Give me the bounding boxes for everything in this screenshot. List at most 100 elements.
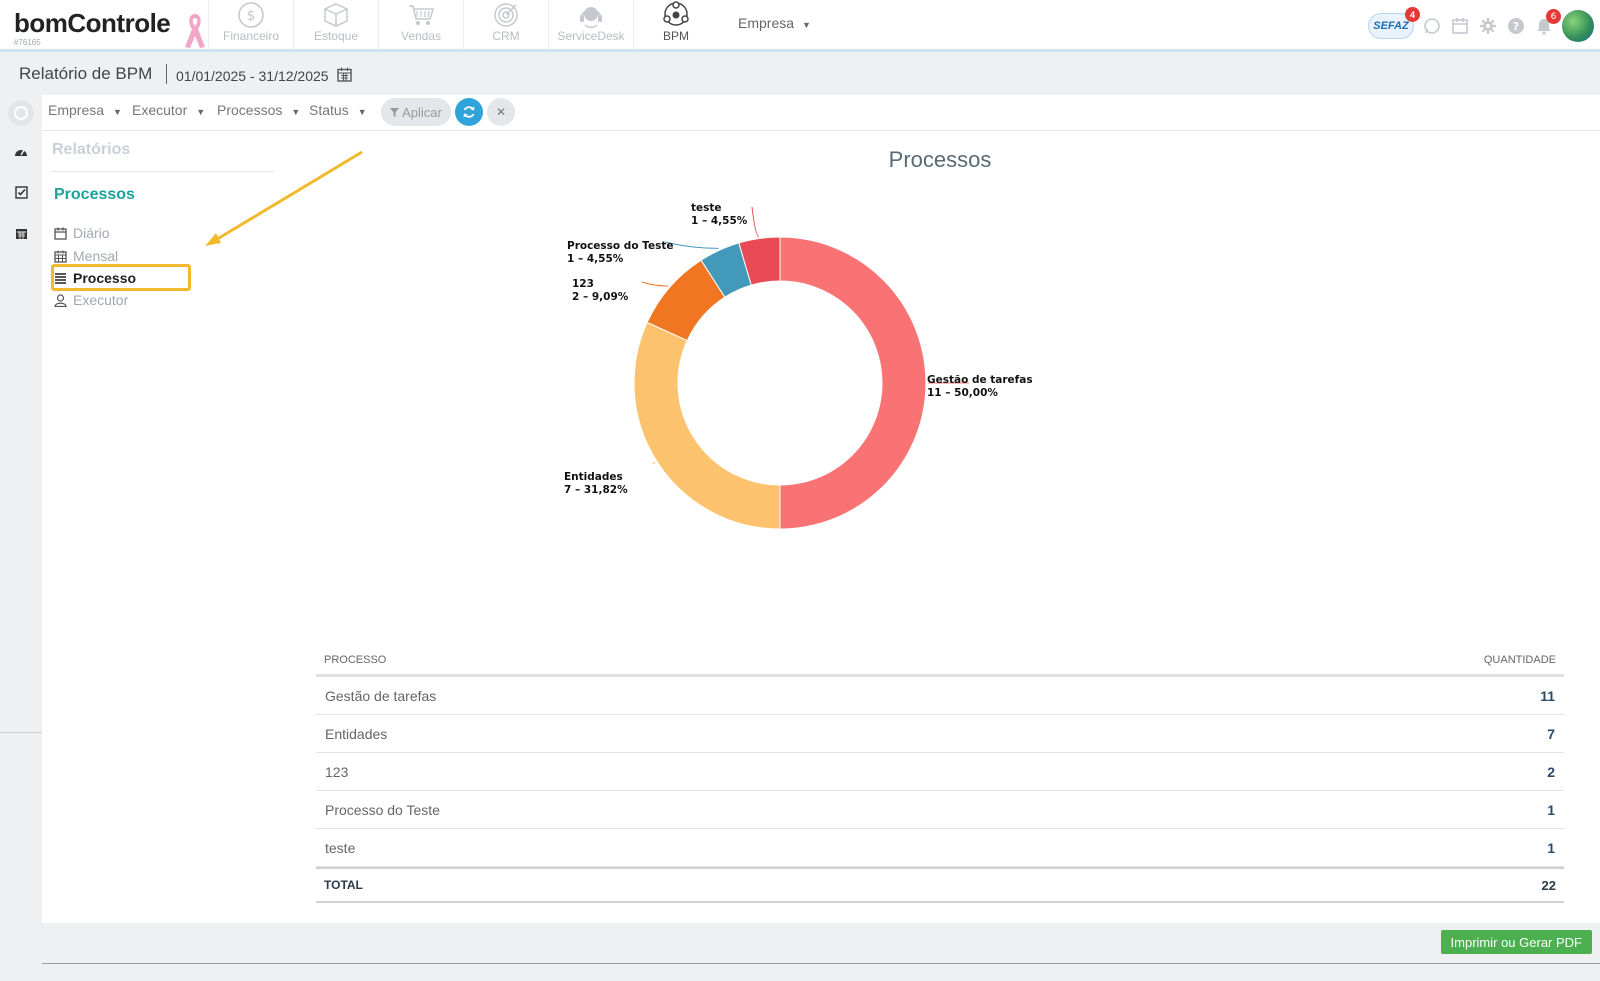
dashboard-icon[interactable] — [11, 142, 31, 162]
table-cell-qty: 7 — [1547, 725, 1555, 742]
avatar[interactable] — [1562, 10, 1594, 42]
total-label: TOTAL — [324, 878, 363, 892]
sefaz-badge: 4 — [1405, 7, 1420, 22]
module-estoque[interactable]: Estoque — [293, 0, 378, 49]
sidenav-item-executor[interactable]: Executor — [53, 290, 128, 310]
filter-label: Empresa — [48, 102, 105, 118]
slice-label: Entidades — [564, 471, 623, 483]
sidenav-header: Relatórios — [52, 141, 131, 158]
sefaz-label: SEFAZ — [1373, 20, 1409, 32]
page-title: Relatório de BPM — [19, 64, 153, 83]
rail-divider — [0, 732, 42, 733]
filter-status-dropdown[interactable]: Status ▼ — [309, 102, 367, 118]
sidenav-item-label: Processo — [73, 270, 137, 286]
table-row: 123 2 — [316, 753, 1564, 791]
account-id: #76165 — [14, 38, 41, 47]
module-label: Vendas — [400, 29, 442, 43]
donut-slice[interactable] — [779, 236, 927, 530]
close-icon: ✕ — [495, 105, 507, 119]
donut-slice[interactable] — [738, 236, 781, 286]
filter-empresa-dropdown[interactable]: Empresa ▼ — [48, 102, 122, 118]
app-logo[interactable]: bomControle — [14, 8, 171, 38]
table-row: teste 1 — [316, 829, 1564, 867]
table-header: PROCESSO QUANTIDADE — [316, 645, 1564, 677]
table-cell-name: 123 — [325, 763, 349, 780]
module-label: Financeiro — [222, 29, 280, 43]
table-row: Gestão de tarefas 11 — [316, 677, 1564, 715]
print-pdf-button[interactable]: Imprimir ou Gerar PDF — [1440, 930, 1592, 954]
column-header-process[interactable]: PROCESSO — [324, 653, 387, 666]
whatsapp-icon[interactable] — [1422, 16, 1442, 36]
dollar-circle-icon: $ — [236, 0, 266, 29]
sidenav-item-label: Mensal — [73, 248, 119, 264]
svg-text:?: ? — [1513, 20, 1519, 33]
table-row: Entidades 7 — [316, 715, 1564, 753]
calendar-grid-icon — [53, 249, 67, 263]
svg-text:$: $ — [247, 8, 256, 24]
sidenav-item-label: Executor — [73, 292, 129, 308]
filter-icon — [390, 107, 400, 117]
module-menu: $ Financeiro Estoque Vendas CRM — [208, 0, 718, 49]
module-financeiro[interactable]: $ Financeiro — [208, 0, 293, 49]
module-crm[interactable]: CRM — [463, 0, 548, 49]
calendar-icon[interactable] — [1450, 16, 1470, 36]
clear-filter-button[interactable]: ✕ — [487, 98, 515, 126]
calendar-icon — [53, 226, 67, 240]
table-row: Processo do Teste 1 — [316, 791, 1564, 829]
collapse-toggle-icon[interactable] — [8, 100, 34, 126]
gear-icon[interactable] — [1478, 16, 1498, 36]
slice-label: Gestão de tarefas — [927, 374, 1033, 386]
divider — [166, 64, 167, 84]
empresa-dropdown-label: Empresa — [738, 15, 795, 31]
notifications-bell-icon[interactable]: 6 — [1534, 9, 1561, 36]
date-range[interactable]: 01/01/2025 - 31/12/2025 — [176, 68, 329, 84]
table-cell-qty: 1 — [1547, 801, 1555, 818]
caret-down-icon: ▼ — [196, 107, 206, 117]
page-header: Relatório de BPM 01/01/2025 - 31/12/2025 — [0, 55, 1600, 95]
empresa-dropdown[interactable]: Empresa ▼ — [738, 15, 811, 31]
calendar-icon[interactable] — [11, 223, 31, 243]
chart-title: Processos — [888, 147, 992, 172]
sidenav-item-diario[interactable]: Diário — [53, 223, 110, 243]
filter-processos-dropdown[interactable]: Processos ▼ — [217, 102, 300, 118]
caret-down-icon: ▼ — [113, 107, 122, 117]
apply-filter-button[interactable]: Aplicar — [381, 98, 451, 126]
column-header-quantity[interactable]: QUANTIDADE — [1483, 653, 1556, 666]
cart-icon — [406, 0, 436, 29]
table-cell-qty: 11 — [1540, 687, 1555, 704]
module-bpm[interactable]: BPM — [633, 0, 718, 49]
apply-filter-label: Aplicar — [402, 104, 442, 120]
calendar-icon[interactable] — [337, 67, 352, 86]
box-icon — [321, 0, 351, 29]
table-total-row: TOTAL 22 — [316, 867, 1564, 903]
module-vendas[interactable]: Vendas — [378, 0, 463, 49]
top-navbar: bomControle #76165 $ Financeiro Estoque … — [0, 0, 1600, 52]
module-label: ServiceDesk — [557, 29, 625, 43]
footer-bar: Imprimir ou Gerar PDF — [42, 923, 1600, 963]
donut-slice[interactable] — [633, 321, 781, 530]
filter-label: Processos — [217, 102, 283, 118]
sidenav-item-processo[interactable]: Processo — [53, 268, 136, 288]
module-servicedesk[interactable]: ServiceDesk — [548, 0, 633, 49]
refresh-button[interactable] — [455, 98, 483, 126]
leader-line — [751, 206, 760, 238]
slice-value-label: 1 – 4,55% — [691, 215, 748, 227]
table-cell-name: Entidades — [325, 725, 388, 742]
slice-value-label: 7 – 31,82% — [564, 484, 628, 496]
help-icon[interactable]: ? — [1506, 16, 1526, 36]
user-icon — [53, 293, 67, 307]
sefaz-button[interactable]: SEFAZ 4 — [1368, 7, 1420, 39]
caret-down-icon: ▼ — [802, 20, 811, 30]
filter-executor-dropdown[interactable]: Executor ▼ — [132, 102, 205, 118]
checklist-icon[interactable] — [11, 182, 31, 202]
highlight-box — [51, 264, 191, 291]
filter-label: Status — [309, 102, 349, 118]
sidenav-item-mensal[interactable]: Mensal — [53, 246, 118, 266]
leader-line — [664, 241, 719, 249]
main-panel: Empresa ▼ Executor ▼ Processos ▼ Status ▼ Ap… — [42, 95, 1600, 923]
divider — [42, 963, 1600, 964]
leader-line — [641, 281, 669, 287]
caret-down-icon: ▼ — [357, 107, 367, 117]
sidenav-section-title: Processos — [54, 186, 135, 203]
